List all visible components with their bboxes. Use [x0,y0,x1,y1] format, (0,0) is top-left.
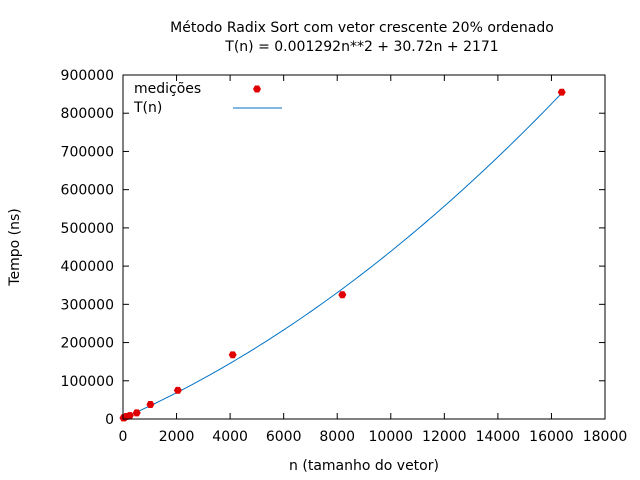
fit-curve [122,92,563,419]
x-tick-label: 0 [119,429,128,445]
data-point [132,409,141,417]
x-tick-label: 16000 [529,429,574,445]
y-tick-label: 400000 [61,259,114,275]
y-tick-label: 100000 [61,374,114,390]
y-axis-label: Tempo (ns) [7,208,23,286]
fit-curve-layer [122,92,563,419]
data-point [228,351,237,359]
legend: medições T(n) [133,81,282,116]
chart-title: Método Radix Sort com vetor crescente 20… [170,20,554,36]
y-tick-label: 700000 [61,144,114,160]
y-tick-label: 900000 [61,68,114,84]
y-tick-label: 800000 [61,106,114,122]
x-axis-label: n (tamanho do vetor) [289,458,439,474]
data-point [557,88,566,96]
x-tick-label: 18000 [583,429,628,445]
x-tick-label: 14000 [476,429,521,445]
x-tick-label: 4000 [212,429,248,445]
legend-label-medicoes: medições [134,81,201,97]
y-tick-label: 200000 [61,336,114,352]
y-axis: 0 100000 200000 300000 400000 500000 600000 700… [61,68,605,428]
legend-label-fit: T(n) [133,100,162,116]
data-point [146,401,155,408]
plot-frame [122,74,606,420]
x-axis: 0 2000 4000 6000 8000 10000 12000 14000 16000 180… [119,75,628,445]
x-tick-label: 12000 [422,429,467,445]
x-tick-label: 10000 [369,429,414,445]
chart-subtitle: T(n) = 0.001292n**2 + 30.72n + 2171 [224,39,498,55]
y-tick-label: 500000 [61,221,114,237]
data-point [338,291,347,299]
x-tick-label: 6000 [266,429,302,445]
data-points-layer [119,88,566,422]
legend-marker-medicoes [253,85,261,93]
x-tick-label: 8000 [319,429,355,445]
y-tick-label: 300000 [61,297,114,313]
data-point [173,386,182,394]
x-tick-label: 2000 [159,429,195,445]
data-point [125,412,134,420]
y-tick-label: 600000 [61,183,114,199]
y-tick-label: 0 [105,412,114,428]
